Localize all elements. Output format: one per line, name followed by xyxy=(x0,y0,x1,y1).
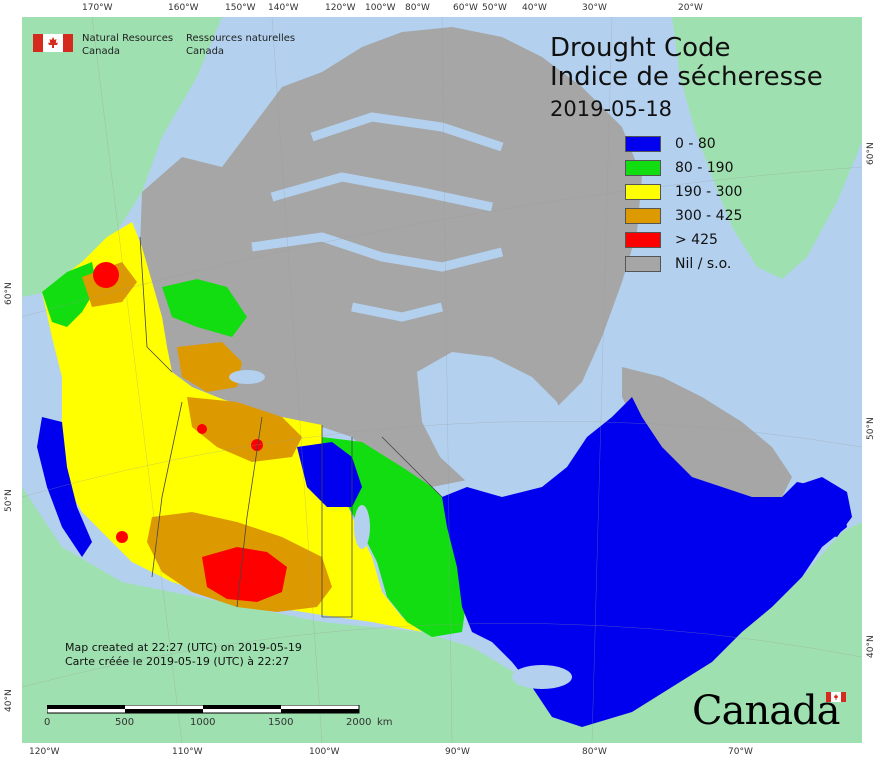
map-title-fr: Indice de sécheresse xyxy=(550,62,823,92)
nrcan-en-line1: Natural Resources xyxy=(82,33,174,44)
drought-class-300-425-north xyxy=(177,342,242,392)
newfoundland-blue xyxy=(792,477,852,537)
drought-class-0-80-east xyxy=(442,397,847,727)
nrcan-name-en: Natural Resources Canada xyxy=(82,32,173,58)
canada-wordmark: Canada xyxy=(692,688,841,734)
nrcan-en-line2: Canada xyxy=(82,46,121,57)
labrador-no-data xyxy=(622,367,792,497)
graticule-top-label: 100°W xyxy=(365,3,396,13)
graticule-top-label: 50°W xyxy=(482,3,507,13)
graticule-top-label: 20°W xyxy=(678,3,703,13)
map-title-en: Drought Code xyxy=(550,33,731,63)
usa-land xyxy=(22,487,862,743)
graticule-bottom-label: 100°W xyxy=(309,747,340,757)
graticule-top-label: 40°W xyxy=(522,3,547,13)
graticule-bottom-label: 120°W xyxy=(29,747,60,757)
drought-class-over-425-yukon xyxy=(93,262,119,288)
drought-class-over-425-bc xyxy=(116,531,128,543)
scale-tick-label: 0 xyxy=(44,717,51,728)
credit-fr: Carte créée le 2019-05-19 (UTC) à 22:27 xyxy=(65,655,290,668)
legend-label: 190 - 300 xyxy=(675,184,743,200)
legend-swatch xyxy=(625,136,661,152)
legend-label: 300 - 425 xyxy=(675,208,743,224)
drought-class-300-425-central xyxy=(187,397,302,462)
legend-swatch xyxy=(625,184,661,200)
scale-tick-label: 1000 xyxy=(190,717,216,728)
drought-class-0-80-bc-coast xyxy=(37,417,92,557)
graticule-bottom-label: 110°W xyxy=(172,747,203,757)
legend-swatch xyxy=(625,232,661,248)
province-borders xyxy=(139,236,443,618)
scale-tick-label: 500 xyxy=(115,717,135,728)
wordmark-flag-icon xyxy=(826,692,846,702)
drought-map-svg xyxy=(22,17,862,743)
legend-label: 0 - 80 xyxy=(675,136,716,152)
drought-class-over-425-nwt xyxy=(197,424,207,434)
hudson-bay xyxy=(417,352,570,495)
graticule-right-label: 60°N xyxy=(866,142,876,165)
graticule-left-label: 40°N xyxy=(4,689,14,712)
graticule-bottom-label: 90°W xyxy=(445,747,470,757)
graticule-top-label: 140°W xyxy=(268,3,299,13)
legend-label: Nil / s.o. xyxy=(675,256,732,272)
graticule-top-label: 150°W xyxy=(225,3,256,13)
credit-en: Map created at 22:27 (UTC) on 2019-05-19 xyxy=(65,641,302,654)
drought-class-80-190-central xyxy=(162,279,247,337)
legend-swatch xyxy=(625,256,661,272)
graticule-bottom-label: 80°W xyxy=(582,747,607,757)
scale-tick-label: 1500 xyxy=(268,717,294,728)
graticule-lines xyxy=(22,17,862,743)
graticule-top-label: 60°W xyxy=(453,3,478,13)
nrcan-fr-line2: Canada xyxy=(186,46,225,57)
scale-tick-label: 2000 xyxy=(346,717,372,728)
scale-bar-graphic xyxy=(46,704,360,714)
graticule-bottom-label: 70°W xyxy=(728,747,753,757)
legend-label: 80 - 190 xyxy=(675,160,734,176)
graticule-left-label: 50°N xyxy=(4,489,14,512)
drought-class-over-425-south xyxy=(202,547,287,602)
graticule-right-label: 40°N xyxy=(866,635,876,658)
legend-label: > 425 xyxy=(675,232,718,248)
graticule-top-label: 160°W xyxy=(168,3,199,13)
greenland-land xyxy=(672,17,862,279)
graticule-right-label: 50°N xyxy=(866,417,876,440)
lake-winnipeg xyxy=(354,505,370,549)
scale-bar: 0 500 1000 1500 2000 km xyxy=(44,704,393,728)
graticule-left-label: 60°N xyxy=(4,282,14,305)
great-lakes xyxy=(512,665,572,689)
nrcan-name-fr: Ressources naturelles Canada xyxy=(186,32,295,58)
arctic-channels xyxy=(251,112,504,322)
graticule-top-label: 80°W xyxy=(405,3,430,13)
map-credit: Map created at 22:27 (UTC) on 2019-05-19… xyxy=(65,641,302,669)
nrcan-fr-line1: Ressources naturelles xyxy=(186,33,296,44)
map-title: Drought Code Indice de sécheresse 2019-0… xyxy=(550,34,823,124)
map-canvas xyxy=(22,17,862,743)
great-slave-lake xyxy=(229,370,265,384)
graticule-top-label: 170°W xyxy=(82,3,113,13)
scale-unit: km xyxy=(377,717,393,728)
drought-class-over-425-sk xyxy=(251,439,263,451)
canada-flag-icon xyxy=(33,34,73,52)
graticule-top-label: 30°W xyxy=(582,3,607,13)
drought-class-0-80-manitoba xyxy=(297,442,362,507)
graticule-top-label: 120°W xyxy=(325,3,356,13)
alaska-land xyxy=(22,17,222,297)
map-date: 2019-05-18 xyxy=(550,97,673,121)
legend-swatch xyxy=(625,208,661,224)
legend-swatch xyxy=(625,160,661,176)
